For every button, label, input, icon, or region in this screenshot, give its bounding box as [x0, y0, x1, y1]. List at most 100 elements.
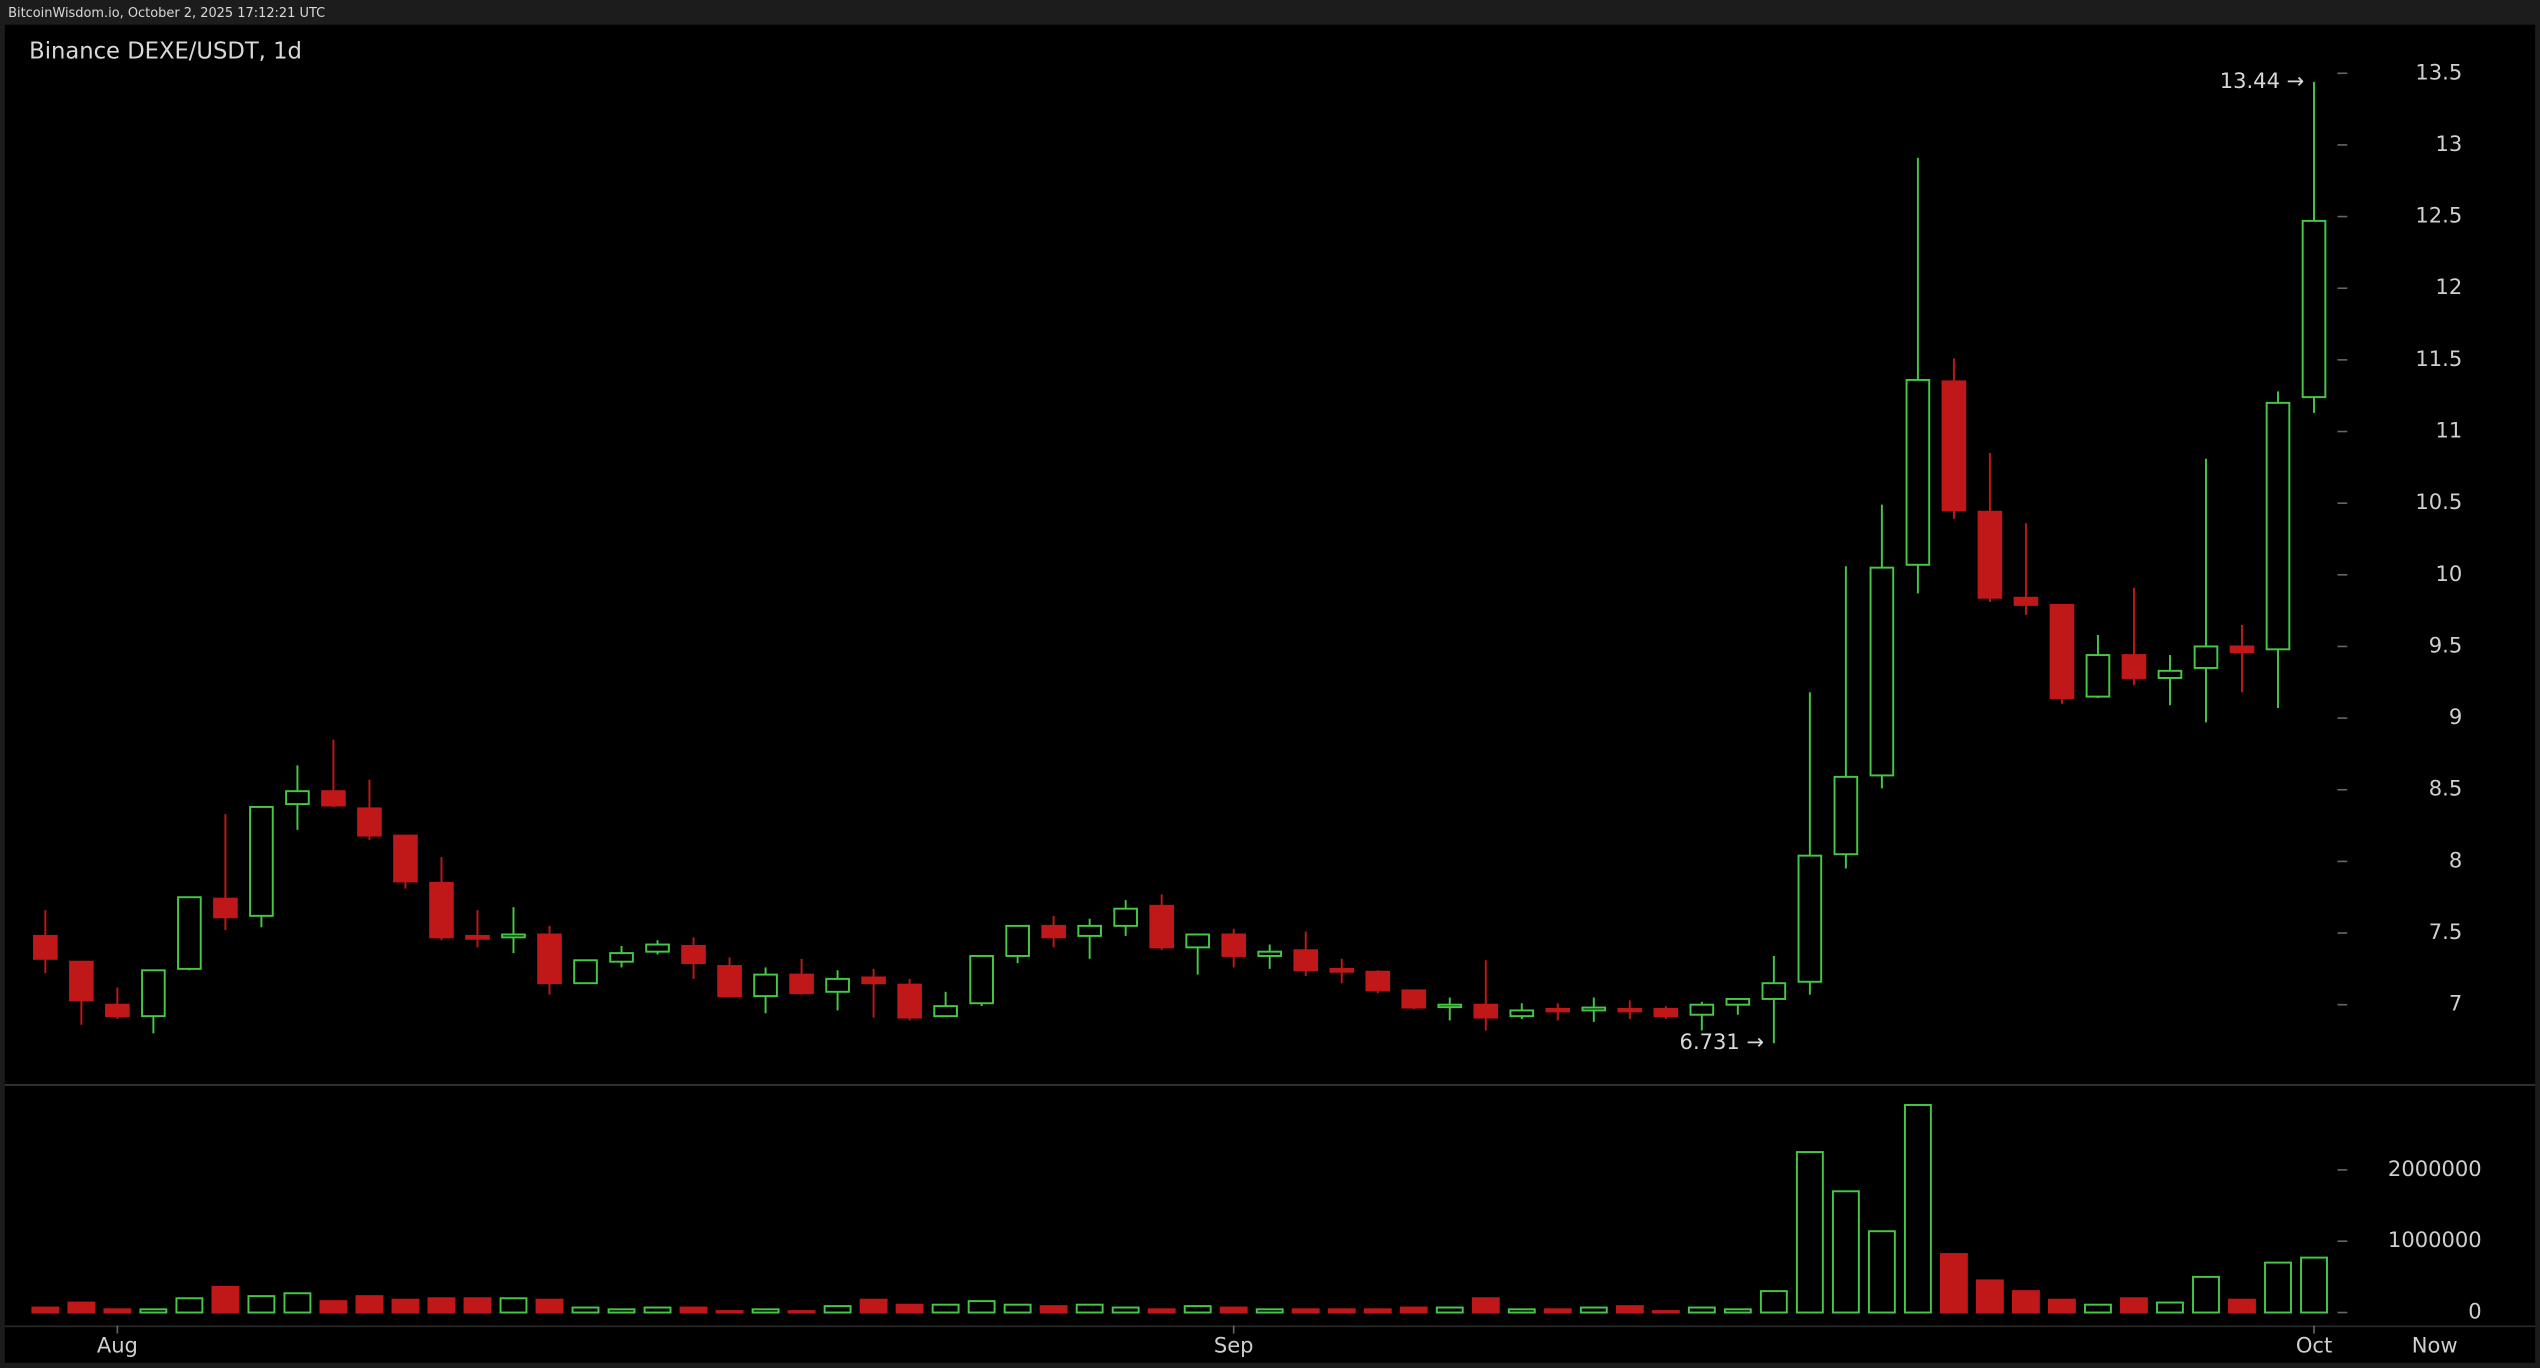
- y-tick-label: 9.5: [2429, 632, 2462, 657]
- volume-bar: [247, 1295, 276, 1314]
- x-tick-label: Aug: [97, 1333, 138, 1358]
- candle-body: [681, 944, 706, 965]
- candle-body: [2229, 645, 2255, 654]
- volume-bar: [1831, 1190, 1860, 1314]
- volume-bar: [67, 1301, 96, 1314]
- candle-body: [1653, 1008, 1679, 1018]
- volume-bar: [2048, 1298, 2076, 1314]
- volume-bar: [895, 1303, 924, 1314]
- volume-tick-label: 1000000: [2388, 1227, 2482, 1252]
- candle-body: [357, 807, 382, 837]
- volume-bar: [2120, 1297, 2148, 1314]
- candle-body: [1617, 1008, 1643, 1013]
- volume-bar: [1183, 1305, 1212, 1314]
- candle-body: [1725, 997, 1751, 1006]
- volume-bar: [1615, 1305, 1644, 1314]
- candle-body: [249, 805, 274, 917]
- candle-body: [141, 969, 166, 1018]
- volume-bar: [2192, 1275, 2220, 1314]
- volume-bar: [1003, 1303, 1032, 1314]
- y-tick-label: 11.5: [2415, 346, 2462, 371]
- volume-bar: [1795, 1151, 1824, 1314]
- candle-body: [609, 952, 634, 963]
- candle-body: [573, 959, 598, 985]
- volume-bar: [1147, 1308, 1176, 1314]
- volume-tick-label: 2000000: [2388, 1156, 2482, 1181]
- candle-body: [933, 1005, 958, 1018]
- volume-bar: [1399, 1306, 1428, 1314]
- y-tick-label: 10: [2435, 561, 2462, 586]
- volume-bar: [967, 1300, 996, 1314]
- candle-body: [1149, 904, 1174, 949]
- volume-bar: [751, 1308, 780, 1314]
- volume-bar: [643, 1306, 672, 1314]
- volume-bar: [427, 1297, 456, 1314]
- y-tick-label: 13: [2435, 131, 2462, 156]
- y-tick-label: 7: [2449, 991, 2462, 1016]
- candle-body: [789, 973, 814, 995]
- volume-bar: [1543, 1308, 1572, 1314]
- volume-bar: [2011, 1290, 2040, 1314]
- candle-body: [1797, 854, 1823, 983]
- candle-body: [2049, 603, 2075, 700]
- volume-bar: [1075, 1303, 1104, 1314]
- now-label: Now: [2412, 1333, 2458, 1358]
- candle-body: [1833, 775, 1859, 856]
- candle-body: [537, 933, 562, 985]
- volume-bar: [1291, 1308, 1320, 1314]
- volume-bar: [391, 1298, 420, 1314]
- candle-body: [2085, 654, 2111, 698]
- y-tick-label: 8: [2449, 847, 2462, 872]
- volume-bar: [1687, 1306, 1716, 1314]
- candle-body: [2193, 645, 2219, 669]
- candle-body: [105, 1003, 130, 1018]
- candle-body: [753, 973, 778, 998]
- volume-bar: [1111, 1306, 1140, 1314]
- source-line: BitcoinWisdom.io, October 2, 2025 17:12:…: [8, 6, 325, 21]
- volume-bar: [1363, 1308, 1392, 1314]
- candle-body: [2013, 596, 2039, 606]
- y-tick-label: 10.5: [2415, 489, 2462, 514]
- volume-bar: [1867, 1230, 1896, 1314]
- volume-bar: [499, 1297, 528, 1314]
- candle-body: [1077, 924, 1102, 937]
- candle-body: [1473, 1003, 1499, 1019]
- volume-bar: [103, 1308, 132, 1314]
- volume-bar: [1507, 1308, 1536, 1314]
- candle-body: [645, 943, 670, 953]
- chart-title: Binance DEXE/USDT, 1d: [29, 39, 302, 65]
- candle-body: [1113, 907, 1138, 927]
- candle-body: [1365, 970, 1391, 992]
- candle-body: [717, 965, 742, 998]
- volume-bar: [823, 1305, 852, 1314]
- volume-bar: [211, 1285, 240, 1314]
- candle-body: [2301, 219, 2327, 399]
- volume-bar: [1903, 1104, 1932, 1314]
- candle-body: [393, 834, 418, 883]
- volume-bar: [1651, 1310, 1680, 1314]
- volume-bar: [319, 1300, 348, 1314]
- volume-bar: [571, 1306, 600, 1314]
- volume-bar: [2084, 1303, 2112, 1314]
- volume-bar: [2264, 1261, 2292, 1314]
- candle-body: [501, 933, 526, 939]
- y-tick-label: 9: [2449, 704, 2462, 729]
- volume-bar: [283, 1292, 312, 1314]
- candle-body: [2121, 654, 2147, 679]
- volume-bar: [2300, 1256, 2328, 1314]
- candle-body: [1869, 566, 1895, 777]
- volume-bar: [859, 1298, 888, 1314]
- volume-bar: [787, 1310, 816, 1314]
- volume-bar: [1039, 1305, 1068, 1314]
- candle-body: [825, 977, 850, 993]
- volume-bar: [1219, 1306, 1248, 1314]
- candle-body: [33, 934, 58, 960]
- y-tick-label: 8.5: [2429, 776, 2462, 801]
- volume-bar: [1975, 1279, 2004, 1314]
- candle-body: [1977, 510, 2003, 599]
- y-tick-label: 12: [2435, 274, 2462, 299]
- volume-bar: [1435, 1306, 1464, 1314]
- candle-body: [1689, 1003, 1715, 1016]
